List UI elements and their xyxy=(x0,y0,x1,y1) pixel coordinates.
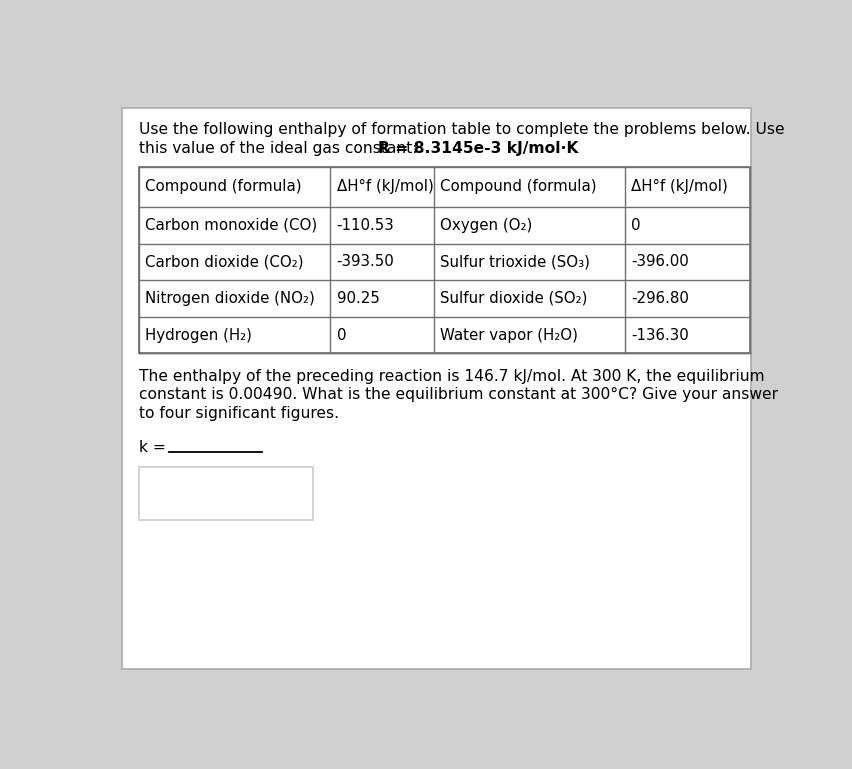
Text: Hydrogen (H₂): Hydrogen (H₂) xyxy=(145,328,252,342)
Text: -396.00: -396.00 xyxy=(631,255,689,269)
Text: 0: 0 xyxy=(631,218,641,233)
Text: -136.30: -136.30 xyxy=(631,328,689,342)
Text: ΔH°f (kJ/mol): ΔH°f (kJ/mol) xyxy=(631,179,728,195)
Text: Carbon monoxide (CO): Carbon monoxide (CO) xyxy=(145,218,318,233)
Text: -110.53: -110.53 xyxy=(337,218,394,233)
Text: 0: 0 xyxy=(337,328,346,342)
Text: R = 8.3145e-3 kJ/mol·K: R = 8.3145e-3 kJ/mol·K xyxy=(377,141,579,156)
Text: -296.80: -296.80 xyxy=(631,291,689,306)
Text: Compound (formula): Compound (formula) xyxy=(440,179,596,195)
Text: Oxygen (O₂): Oxygen (O₂) xyxy=(440,218,532,233)
Text: 90.25: 90.25 xyxy=(337,291,379,306)
Text: -393.50: -393.50 xyxy=(337,255,394,269)
Text: Carbon dioxide (CO₂): Carbon dioxide (CO₂) xyxy=(145,255,304,269)
Bar xyxy=(139,167,750,353)
Text: Sulfur dioxide (SO₂): Sulfur dioxide (SO₂) xyxy=(440,291,587,306)
Text: The enthalpy of the preceding reaction is 146.7 kJ/mol. At 300 K, the equilibriu: The enthalpy of the preceding reaction i… xyxy=(139,368,765,384)
Text: ΔH°f (kJ/mol): ΔH°f (kJ/mol) xyxy=(337,179,434,195)
Text: Use the following enthalpy of formation table to complete the problems below. Us: Use the following enthalpy of formation … xyxy=(139,122,785,138)
Text: this value of the ideal gas constant:: this value of the ideal gas constant: xyxy=(139,141,423,156)
Text: to four significant figures.: to four significant figures. xyxy=(139,406,339,421)
Text: Nitrogen dioxide (NO₂): Nitrogen dioxide (NO₂) xyxy=(145,291,315,306)
Text: Sulfur trioxide (SO₃): Sulfur trioxide (SO₃) xyxy=(440,255,590,269)
Text: k =: k = xyxy=(139,440,170,454)
Bar xyxy=(139,467,314,521)
Text: Water vapor (H₂O): Water vapor (H₂O) xyxy=(440,328,578,342)
Text: constant is 0.00490. What is the equilibrium constant at 300°C? Give your answer: constant is 0.00490. What is the equilib… xyxy=(139,387,778,402)
Text: Compound (formula): Compound (formula) xyxy=(145,179,302,195)
